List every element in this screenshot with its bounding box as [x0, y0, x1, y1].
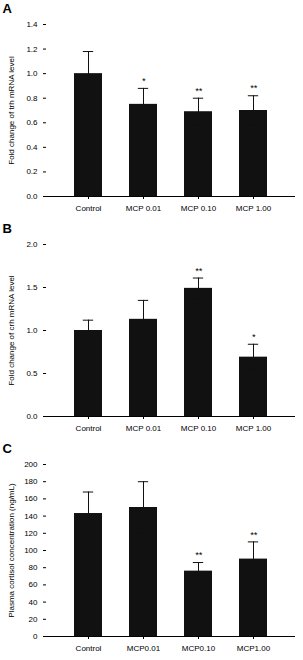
svg-text:*: * [142, 76, 146, 86]
svg-text:2.0: 2.0 [26, 240, 38, 249]
svg-text:60: 60 [29, 580, 38, 589]
svg-text:*: * [252, 332, 256, 342]
svg-text:**: ** [195, 86, 203, 96]
svg-text:20: 20 [29, 615, 38, 624]
svg-text:**: ** [250, 530, 258, 540]
svg-text:MCP 0.10: MCP 0.10 [181, 204, 217, 213]
svg-text:140: 140 [24, 512, 38, 521]
svg-text:0.6: 0.6 [26, 118, 38, 127]
svg-text:Control: Control [76, 424, 102, 433]
svg-text:120: 120 [24, 529, 38, 538]
svg-text:80: 80 [29, 563, 38, 572]
svg-text:**: ** [195, 266, 203, 276]
svg-text:1.4: 1.4 [26, 20, 38, 29]
svg-text:MCP0.10: MCP0.10 [182, 644, 216, 653]
svg-text:160: 160 [24, 494, 38, 503]
svg-text:180: 180 [24, 477, 38, 486]
svg-text:0.5: 0.5 [26, 369, 38, 378]
svg-text:MCP 0.01: MCP 0.01 [126, 424, 162, 433]
svg-text:Plasma cortisol concentration: Plasma cortisol concentration (ng/mL) [7, 483, 16, 618]
svg-text:MCP 1.00: MCP 1.00 [236, 424, 272, 433]
svg-text:40: 40 [29, 598, 38, 607]
svg-text:0.8: 0.8 [26, 94, 38, 103]
svg-text:C: C [3, 441, 13, 456]
svg-text:1.0: 1.0 [26, 69, 38, 78]
svg-text:MCP 1.00: MCP 1.00 [236, 204, 272, 213]
svg-text:100: 100 [24, 546, 38, 555]
svg-text:MCP0.01: MCP0.01 [127, 644, 161, 653]
svg-text:MCP1.00: MCP1.00 [237, 644, 271, 653]
svg-text:**: ** [195, 550, 203, 560]
svg-text:1.5: 1.5 [26, 283, 38, 292]
svg-text:0.4: 0.4 [26, 143, 38, 152]
svg-text:MCP 0.01: MCP 0.01 [126, 204, 162, 213]
svg-text:**: ** [250, 83, 258, 93]
svg-text:A: A [3, 1, 13, 16]
svg-text:Control: Control [76, 204, 102, 213]
svg-text:MCP 0.10: MCP 0.10 [181, 424, 217, 433]
svg-text:0.0: 0.0 [26, 192, 38, 201]
svg-text:Control: Control [76, 644, 102, 653]
svg-text:Fold change of trh mRNA level: Fold change of trh mRNA level [7, 56, 16, 165]
svg-text:Fold change of crh mRNA level: Fold change of crh mRNA level [7, 275, 16, 385]
svg-text:200: 200 [24, 460, 38, 469]
svg-text:0.0: 0.0 [26, 412, 38, 421]
svg-text:1.0: 1.0 [26, 326, 38, 335]
svg-text:B: B [3, 221, 12, 236]
svg-text:0: 0 [33, 632, 38, 641]
svg-text:0.2: 0.2 [26, 167, 38, 176]
svg-text:1.2: 1.2 [26, 45, 38, 54]
